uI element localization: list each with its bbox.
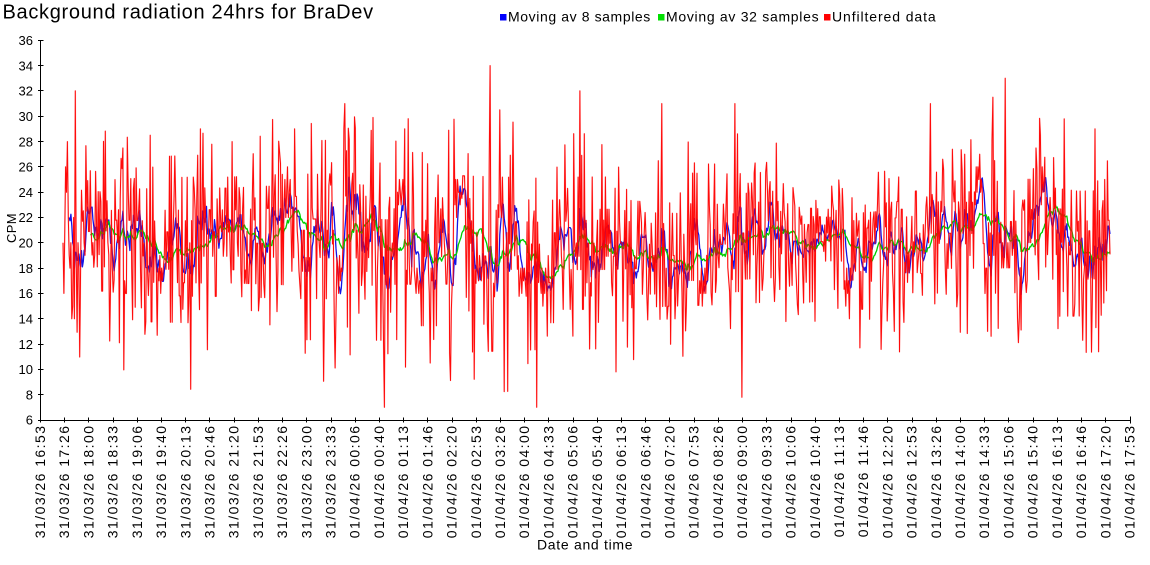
svg-text:CPM: CPM [4, 213, 19, 243]
svg-text:01/04/26 04:00: 01/04/26 04:00 [516, 425, 532, 539]
svg-text:18: 18 [19, 261, 33, 276]
svg-text:01/04/26 10:06: 01/04/26 10:06 [783, 425, 799, 539]
svg-text:01/04/26 00:40: 01/04/26 00:40 [371, 425, 387, 539]
svg-text:01/04/26 15:40: 01/04/26 15:40 [1025, 425, 1041, 539]
svg-text:01/04/26 01:13: 01/04/26 01:13 [395, 425, 411, 539]
svg-text:20: 20 [19, 236, 33, 251]
svg-text:01/04/26 06:13: 01/04/26 06:13 [613, 425, 629, 539]
svg-text:22: 22 [19, 210, 33, 225]
svg-text:31/03/26 23:00: 31/03/26 23:00 [298, 425, 314, 539]
svg-text:31/03/26 21:20: 31/03/26 21:20 [226, 425, 242, 539]
svg-text:8: 8 [26, 387, 33, 402]
svg-text:01/04/26 16:13: 01/04/26 16:13 [1049, 425, 1065, 539]
svg-text:01/04/26 09:33: 01/04/26 09:33 [758, 425, 774, 539]
svg-text:31/03/26 17:26: 31/03/26 17:26 [56, 425, 72, 539]
svg-text:31/03/26 20:46: 31/03/26 20:46 [202, 425, 218, 539]
svg-text:14: 14 [19, 311, 33, 326]
svg-text:28: 28 [19, 134, 33, 149]
svg-text:01/04/26 09:00: 01/04/26 09:00 [734, 425, 750, 539]
svg-text:01/04/26 03:26: 01/04/26 03:26 [492, 425, 508, 539]
svg-text:Moving av 8 samples: Moving av 8 samples [508, 9, 651, 25]
svg-text:34: 34 [19, 58, 33, 73]
svg-text:01/04/26 10:40: 01/04/26 10:40 [807, 425, 823, 539]
svg-text:Moving av 32 samples: Moving av 32 samples [666, 9, 819, 25]
svg-text:12: 12 [19, 337, 33, 352]
svg-text:31/03/26 23:33: 31/03/26 23:33 [323, 425, 339, 539]
svg-text:01/04/26 07:20: 01/04/26 07:20 [662, 425, 678, 539]
svg-text:30: 30 [19, 109, 33, 124]
svg-text:01/04/26 05:06: 01/04/26 05:06 [565, 425, 581, 539]
svg-text:01/04/26 08:26: 01/04/26 08:26 [710, 425, 726, 539]
svg-text:01/04/26 17:20: 01/04/26 17:20 [1097, 425, 1113, 539]
svg-text:01/04/26 14:33: 01/04/26 14:33 [976, 425, 992, 539]
svg-text:Unfiltered data: Unfiltered data [832, 9, 937, 25]
svg-text:01/04/26 16:46: 01/04/26 16:46 [1073, 425, 1089, 539]
svg-text:31/03/26 20:13: 31/03/26 20:13 [177, 425, 193, 539]
svg-text:31/03/26 22:26: 31/03/26 22:26 [274, 425, 290, 539]
svg-text:01/04/26 02:53: 01/04/26 02:53 [468, 425, 484, 539]
svg-text:01/04/26 00:06: 01/04/26 00:06 [347, 425, 363, 539]
svg-text:Background radiation 24hrs for: Background radiation 24hrs for BraDev [3, 2, 374, 24]
svg-text:31/03/26 19:06: 31/03/26 19:06 [129, 425, 145, 539]
svg-text:31/03/26 21:53: 31/03/26 21:53 [250, 425, 266, 539]
svg-text:10: 10 [19, 362, 33, 377]
svg-text:01/04/26 04:33: 01/04/26 04:33 [540, 425, 556, 539]
svg-text:24: 24 [19, 185, 33, 200]
svg-text:01/04/26 07:53: 01/04/26 07:53 [686, 425, 702, 539]
svg-text:01/04/26 12:53: 01/04/26 12:53 [904, 425, 920, 539]
svg-text:31/03/26 18:00: 31/03/26 18:00 [80, 425, 96, 539]
svg-text:01/04/26 11:46: 01/04/26 11:46 [855, 425, 871, 538]
svg-text:01/04/26 01:46: 01/04/26 01:46 [419, 425, 435, 539]
svg-text:6: 6 [26, 413, 33, 428]
svg-text:01/04/26 14:00: 01/04/26 14:00 [952, 425, 968, 539]
svg-text:Date and time: Date and time [537, 537, 633, 553]
svg-text:26: 26 [19, 160, 33, 175]
svg-text:01/04/26 15:06: 01/04/26 15:06 [1000, 425, 1016, 539]
svg-text:01/04/26 02:20: 01/04/26 02:20 [444, 425, 460, 539]
svg-text:16: 16 [19, 286, 33, 301]
svg-text:01/04/26 17:53: 01/04/26 17:53 [1122, 425, 1138, 539]
svg-text:01/04/26 06:46: 01/04/26 06:46 [637, 425, 653, 539]
svg-text:31/03/26 19:40: 31/03/26 19:40 [153, 425, 169, 539]
svg-text:01/04/26 13:26: 01/04/26 13:26 [928, 425, 944, 539]
svg-text:01/04/26 11:13: 01/04/26 11:13 [831, 425, 847, 538]
svg-text:36: 36 [19, 33, 33, 48]
svg-text:01/04/26 12:20: 01/04/26 12:20 [879, 425, 895, 539]
svg-text:32: 32 [19, 84, 33, 99]
svg-text:01/04/26 05:40: 01/04/26 05:40 [589, 425, 605, 539]
svg-text:31/03/26 16:53: 31/03/26 16:53 [32, 425, 48, 539]
svg-text:31/03/26 18:33: 31/03/26 18:33 [105, 425, 121, 539]
